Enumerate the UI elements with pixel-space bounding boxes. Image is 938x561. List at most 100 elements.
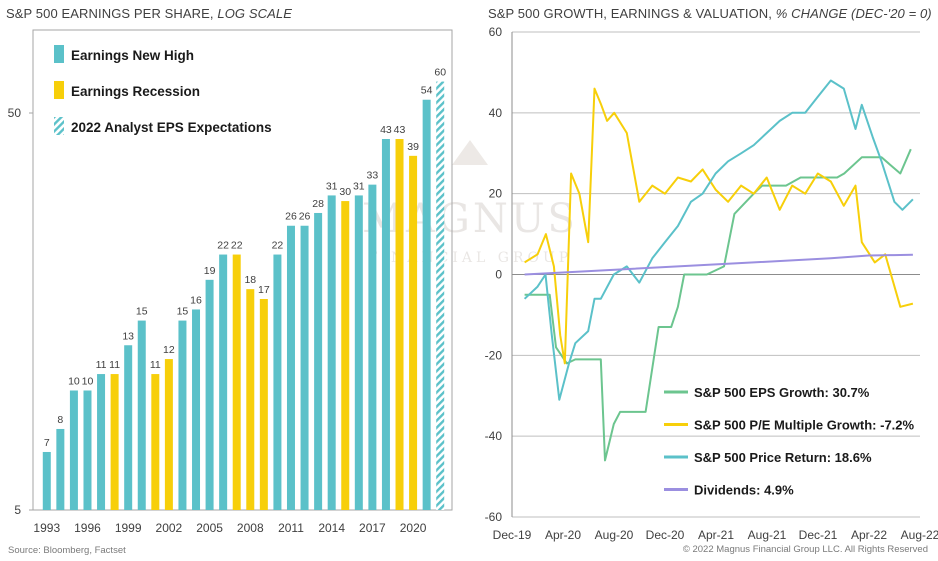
- right-chart-title: S&P 500 GROWTH, EARNINGS & VALUATION, % …: [488, 6, 932, 21]
- x-tick-label: Apr-21: [698, 528, 734, 542]
- bar-value-label: 12: [163, 344, 175, 356]
- left-title-main: S&P 500 EARNINGS PER SHARE,: [6, 6, 214, 21]
- bar-2000: [137, 320, 146, 510]
- bar-1996: [83, 390, 92, 510]
- watermark: MAGNUS FINANCIAL GROUP: [362, 140, 575, 266]
- y-tick-label: -60: [485, 510, 503, 524]
- bar-2002: [164, 359, 173, 510]
- legend-label-dividends: Dividends: 4.9%: [694, 483, 794, 498]
- bar-value-label: 43: [380, 124, 392, 136]
- x-tick-label: Dec-20: [646, 528, 685, 542]
- bar-2018: [381, 139, 390, 510]
- right-title-italic: % CHANGE (DEC-'20 = 0): [775, 6, 932, 21]
- x-tick-label: Aug-22: [901, 528, 938, 542]
- series-line-pe_growth: [524, 87, 914, 365]
- series-line-eps_growth: [524, 148, 912, 462]
- x-tick-label: 2005: [196, 521, 223, 535]
- bar-value-label: 17: [258, 284, 270, 296]
- x-tick-label: 2020: [400, 521, 427, 535]
- right-title-main: S&P 500 GROWTH, EARNINGS & VALUATION,: [488, 6, 772, 21]
- bar-2001: [151, 374, 160, 510]
- bar-value-label: 11: [150, 359, 161, 371]
- bar-2019: [395, 139, 404, 510]
- bar-1997: [97, 374, 106, 510]
- x-tick-label: 2008: [237, 521, 264, 535]
- bar-value-label: 16: [190, 294, 202, 306]
- bar-2017: [368, 184, 377, 510]
- bar-value-label: 15: [177, 306, 189, 318]
- x-tick-label: Dec-19: [493, 528, 532, 542]
- bar-2009: [259, 299, 268, 510]
- bar-value-label: 31: [353, 180, 365, 192]
- bar-value-label: 22: [217, 240, 229, 252]
- bar-2013: [314, 212, 323, 510]
- legend-swatch-new_high: [54, 45, 64, 63]
- x-tick-label: Apr-20: [545, 528, 581, 542]
- series-line-price_return: [523, 79, 914, 401]
- bar-value-label: 30: [339, 186, 351, 198]
- source-note: Source: Bloomberg, Factset: [8, 545, 126, 556]
- bar-value-label: 39: [407, 141, 419, 153]
- bar-2005: [205, 279, 214, 510]
- bar-2010: [273, 254, 282, 510]
- bar-value-label: 15: [136, 306, 148, 318]
- legend-label-price_return: S&P 500 Price Return: 18.6%: [694, 450, 872, 465]
- bar-2016: [354, 195, 363, 510]
- y-tick-label: 20: [489, 187, 503, 201]
- legend-label-recession: Earnings Recession: [71, 84, 200, 99]
- left-chart-title: S&P 500 EARNINGS PER SHARE, LOG SCALE: [6, 6, 292, 21]
- bar-2008: [246, 289, 255, 510]
- x-tick-label: 2002: [156, 521, 183, 535]
- bar-value-label: 11: [96, 359, 107, 371]
- bar-value-label: 10: [68, 375, 80, 387]
- bar-2003: [178, 320, 187, 510]
- series-line-dividends: [524, 253, 913, 276]
- legend-label-new_high: Earnings New High: [71, 48, 194, 63]
- bar-1993: [42, 451, 51, 510]
- x-tick-label: Aug-21: [748, 528, 787, 542]
- bar-value-label: 18: [244, 274, 256, 286]
- bar-1994: [56, 428, 65, 510]
- bar-value-label: 22: [272, 240, 284, 252]
- x-tick-label: 1993: [33, 521, 60, 535]
- bar-value-label: 10: [82, 375, 94, 387]
- legend-label-pe_growth: S&P 500 P/E Multiple Growth: -7.2%: [694, 418, 915, 433]
- growth-line-chart: -60 -40 -20 0 20 40 60 Dec-19 Apr-20 Aug-20 Dec-20…: [485, 25, 938, 542]
- bar-value-label: 60: [434, 67, 446, 79]
- bar-2011: [286, 225, 295, 510]
- y-tick-label: -20: [485, 348, 503, 362]
- bar-value-label: 19: [204, 265, 216, 277]
- bar-value-label: 13: [122, 330, 134, 342]
- bar-2004: [192, 309, 201, 510]
- bar-2015: [341, 201, 350, 510]
- x-tick-label: Apr-22: [851, 528, 887, 542]
- x-tick-label: 2011: [278, 521, 304, 535]
- bar-1998: [110, 374, 119, 510]
- bar-2007: [232, 254, 241, 510]
- bar-2021: [422, 99, 431, 510]
- y-tick-label: 60: [489, 25, 503, 39]
- bar-value-label: 31: [326, 180, 338, 192]
- bar-1995: [69, 390, 78, 510]
- bar-value-label: 54: [421, 85, 433, 97]
- legend-swatch-recession: [54, 81, 64, 99]
- left-title-italic: LOG SCALE: [217, 6, 292, 21]
- bar-2022: [436, 81, 445, 510]
- bar-value-label: 43: [394, 124, 406, 136]
- bar-1999: [124, 345, 133, 510]
- bar-2012: [300, 225, 309, 510]
- bar-2014: [327, 195, 336, 510]
- x-tick-label: 2017: [359, 521, 386, 535]
- bar-value-label: 8: [57, 414, 63, 426]
- legend-swatch-expectation: [54, 117, 64, 135]
- x-tick-label: Dec-21: [799, 528, 838, 542]
- x-tick-label: Aug-20: [595, 528, 634, 542]
- bar-2020: [409, 155, 418, 510]
- bar-2006: [219, 254, 228, 510]
- x-tick-label: 1996: [74, 521, 101, 535]
- bar-value-label: 11: [109, 359, 120, 371]
- y-tick-label: 5: [14, 503, 21, 517]
- plot-frame: [32, 29, 453, 511]
